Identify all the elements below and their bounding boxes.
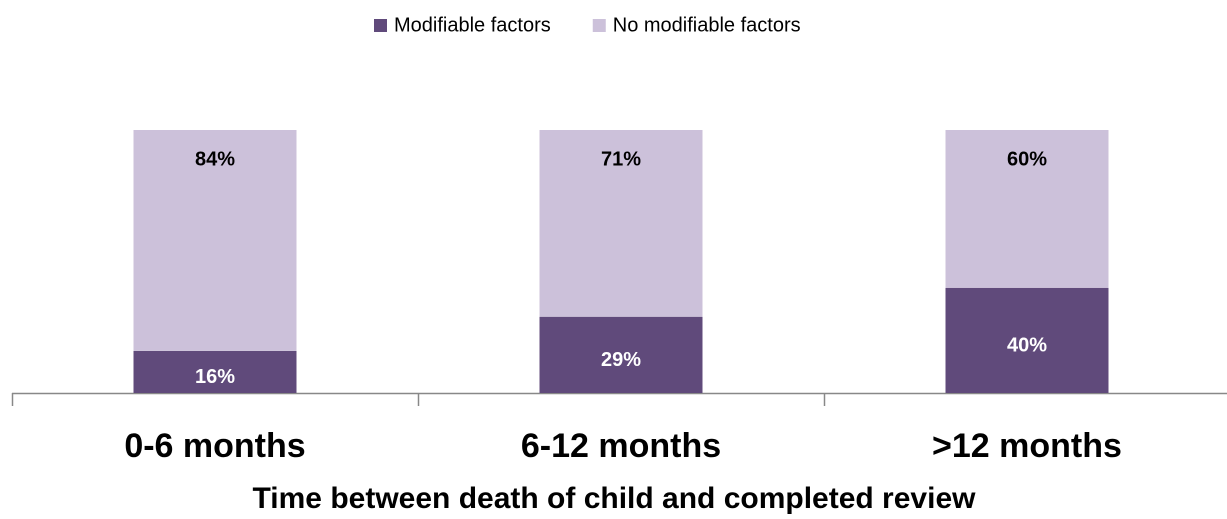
data-label: 16% — [195, 366, 235, 388]
x-tick-label: 0-6 months — [124, 427, 305, 465]
x-tick-label: >12 months — [932, 427, 1122, 465]
data-label: 29% — [601, 349, 641, 371]
bar-segment — [539, 130, 703, 317]
legend-label: Modifiable factors — [394, 14, 551, 36]
data-label: 84% — [195, 148, 235, 170]
bar-segment — [133, 350, 297, 393]
x-tick-label: 6-12 months — [521, 427, 721, 465]
data-label: 71% — [601, 148, 641, 170]
x-axis-title: Time between death of child and complete… — [253, 482, 977, 515]
bar-segment — [133, 130, 297, 351]
data-label: 60% — [1007, 148, 1047, 170]
data-label: 40% — [1007, 335, 1047, 357]
legend-swatch — [592, 19, 606, 32]
bar-segment — [945, 130, 1109, 288]
legend-swatch — [374, 19, 387, 32]
bar-segment — [539, 316, 703, 393]
bar-segment — [945, 287, 1109, 393]
legend-label: No modifiable factors — [613, 14, 801, 36]
